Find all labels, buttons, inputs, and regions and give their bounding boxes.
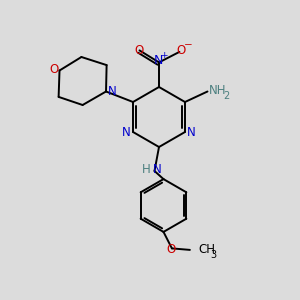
Text: −: − xyxy=(184,40,193,50)
Text: 2: 2 xyxy=(223,91,229,101)
Text: O: O xyxy=(176,44,185,57)
Text: O: O xyxy=(50,63,59,76)
Text: H: H xyxy=(142,163,151,176)
Text: +: + xyxy=(160,51,167,60)
Text: N: N xyxy=(187,125,196,139)
Text: CH: CH xyxy=(198,243,215,256)
Text: N: N xyxy=(152,163,161,176)
Text: N: N xyxy=(122,125,131,139)
Text: N: N xyxy=(108,85,116,98)
Text: O: O xyxy=(167,243,176,256)
Text: N: N xyxy=(153,54,163,68)
Text: 3: 3 xyxy=(210,250,216,260)
Text: O: O xyxy=(135,44,144,57)
Text: NH: NH xyxy=(209,84,226,97)
